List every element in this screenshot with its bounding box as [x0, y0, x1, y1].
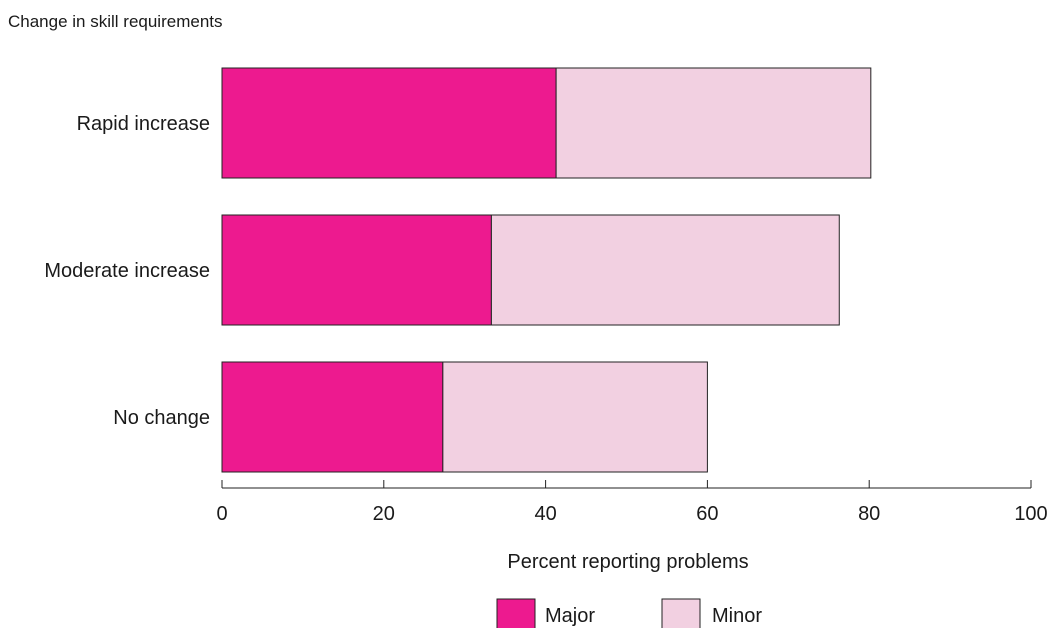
legend-label-major: Major [545, 605, 595, 627]
x-tick-label: 0 [216, 503, 227, 525]
y-axis-title: Change in skill requirements [8, 12, 223, 31]
legend-swatch-major [496, 598, 536, 630]
bar-major-rapid-increase [221, 67, 557, 179]
legend-label-minor: Minor [712, 605, 762, 627]
bar-minor-rapid-increase [555, 67, 872, 179]
bars [221, 67, 872, 473]
x-tick-label: 20 [373, 503, 395, 525]
x-axis-label: Percent reporting problems [507, 551, 748, 573]
category-label-rapid-increase: Rapid increase [77, 113, 210, 135]
x-tick-label: 100 [1014, 503, 1047, 525]
bar-minor-no-change [442, 361, 708, 473]
bar-minor-moderate-increase [490, 214, 840, 326]
x-axis: 0 20 40 60 80 100 [216, 480, 1048, 525]
category-label-no-change: No change [113, 407, 210, 429]
legend-swatch-minor [661, 598, 701, 630]
x-tick-label: 60 [696, 503, 718, 525]
legend: Major Minor [496, 598, 762, 630]
x-tick-label: 40 [534, 503, 556, 525]
category-labels: Rapid increase Moderate increase No change [44, 113, 210, 429]
bar-major-moderate-increase [221, 214, 492, 326]
category-label-moderate-increase: Moderate increase [44, 260, 210, 282]
x-tick-label: 80 [858, 503, 880, 525]
bar-major-no-change [221, 361, 444, 473]
